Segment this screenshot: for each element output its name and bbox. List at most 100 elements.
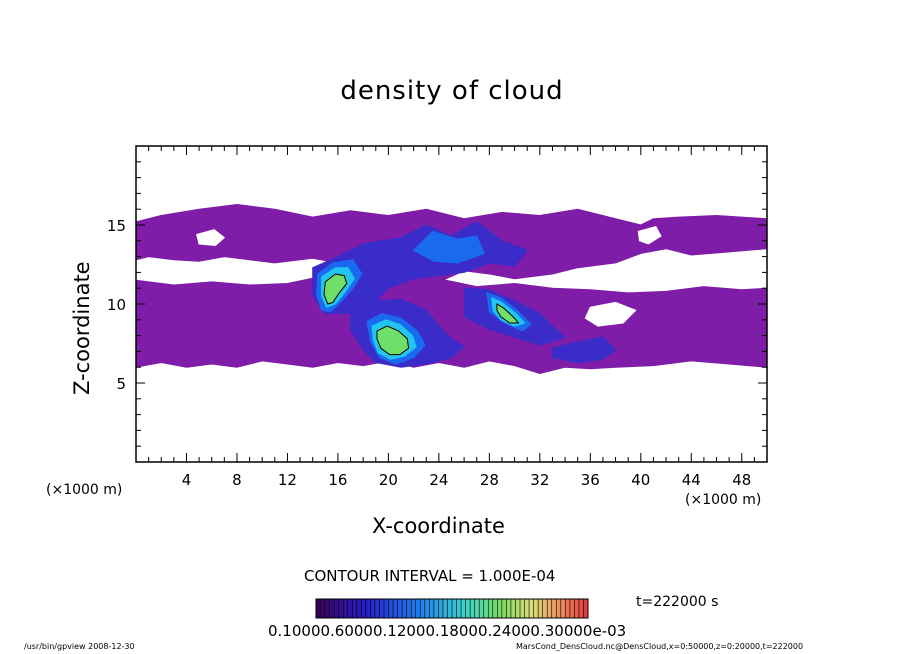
density-region-deep_blue <box>552 336 617 364</box>
colorbar-swatch <box>402 599 408 618</box>
colorbar-swatch <box>406 599 412 618</box>
x-tick-label: 12 <box>278 471 297 489</box>
colorbar-swatch <box>510 599 516 618</box>
colorbar-swatch <box>551 599 557 618</box>
colorbar-swatch <box>370 599 376 618</box>
y-axis-label: Z-coordinate <box>70 261 94 395</box>
x-tick-label: 24 <box>429 471 448 489</box>
colorbar-swatch <box>506 599 512 618</box>
x-tick-label: 48 <box>732 471 751 489</box>
x-tick-label: 28 <box>480 471 499 489</box>
colorbar-swatch <box>497 599 503 618</box>
colorbar-swatch <box>379 599 385 618</box>
colorbar-frame <box>315 598 589 619</box>
colorbar-swatch <box>583 599 589 618</box>
colorbar-swatch <box>397 599 403 618</box>
colorbar-swatch <box>565 599 571 618</box>
footer-data-source: MarsCond_DensCloud.nc@DensCloud,x=0:5000… <box>516 642 804 651</box>
footer-program-date: /usr/bin/gpview 2008-12-30 <box>24 642 135 651</box>
colorbar-swatch <box>334 599 340 618</box>
colorbar-swatch <box>547 599 553 618</box>
contour-line <box>323 273 348 305</box>
y-axis-ticks: 5 10 15 <box>107 161 767 447</box>
colorbar-swatch <box>470 599 476 618</box>
x-tick-label: 44 <box>682 471 701 489</box>
colorbar <box>315 598 589 619</box>
colorbar-swatch <box>524 599 530 618</box>
colorbar-tick-labels: 0.10000.60000.12000.18000.24000.30000e-0… <box>268 622 627 640</box>
colorbar-swatch <box>456 599 462 618</box>
colorbar-swatch <box>316 599 322 618</box>
colorbar-swatch <box>325 599 331 618</box>
colorbar-swatch <box>433 599 439 618</box>
colorbar-swatch <box>533 599 539 618</box>
cloud-gap <box>637 226 662 245</box>
colorbar-swatch <box>479 599 485 618</box>
x-unit-label-left: (×1000 m) <box>46 482 123 498</box>
colorbar-swatch <box>365 599 371 618</box>
colorbar-swatch <box>374 599 380 618</box>
colorbar-swatch <box>574 599 580 618</box>
y-tick-label: 15 <box>107 217 126 235</box>
x-tick-label: 20 <box>379 471 398 489</box>
chart-title: density of cloud <box>340 76 564 106</box>
colorbar-swatch <box>415 599 421 618</box>
colorbar-swatch <box>560 599 566 618</box>
colorbar-swatch <box>461 599 467 618</box>
cloud-gap <box>584 301 637 327</box>
colorbar-swatch <box>338 599 344 618</box>
colorbar-swatch <box>393 599 399 618</box>
colorbar-swatch <box>492 599 498 618</box>
colorbar-swatch <box>438 599 444 618</box>
colorbar-swatch <box>578 599 584 618</box>
colorbar-swatch <box>538 599 544 618</box>
cloud-density-field <box>135 203 768 375</box>
colorbar-swatch <box>501 599 507 618</box>
colorbar-swatch <box>483 599 489 618</box>
x-tick-label: 40 <box>631 471 650 489</box>
colorbar-swatch <box>488 599 494 618</box>
colorbar-swatch <box>320 599 326 618</box>
colorbar-swatch <box>452 599 458 618</box>
colorbar-swatch <box>465 599 471 618</box>
x-axis-label: X-coordinate <box>372 514 505 538</box>
colorbar-swatch <box>347 599 353 618</box>
contour-interval-label: CONTOUR INTERVAL = 1.000E-04 <box>304 567 556 585</box>
y-tick-label: 10 <box>107 296 126 314</box>
colorbar-swatch <box>388 599 394 618</box>
colorbar-swatch <box>384 599 390 618</box>
y-tick-label: 5 <box>116 375 126 393</box>
time-label: t=222000 s <box>636 594 719 610</box>
cloud-gap <box>195 229 226 247</box>
colorbar-swatch <box>361 599 367 618</box>
x-tick-label: 36 <box>581 471 600 489</box>
colorbar-swatch <box>474 599 480 618</box>
x-tick-label: 32 <box>530 471 549 489</box>
colorbar-swatch <box>447 599 453 618</box>
colorbar-swatch <box>343 599 349 618</box>
colorbar-swatch <box>411 599 417 618</box>
colorbar-swatch <box>556 599 562 618</box>
contour-lines <box>323 273 520 356</box>
density-region-purple <box>135 275 768 375</box>
x-tick-label: 16 <box>328 471 347 489</box>
colorbar-swatch <box>529 599 535 618</box>
colorbar-swatch <box>569 599 575 618</box>
contour-line <box>496 303 520 324</box>
x-axis-ticks: 4 8 12 16 20 24 28 32 36 40 44 48 <box>148 146 755 489</box>
x-tick-label: 4 <box>182 471 192 489</box>
contour-line <box>376 325 410 356</box>
colorbar-swatch <box>356 599 362 618</box>
colorbar-swatch <box>520 599 526 618</box>
density-region-blue <box>412 230 485 264</box>
colorbar-swatch <box>429 599 435 618</box>
x-tick-label: 8 <box>232 471 242 489</box>
colorbar-swatch <box>542 599 548 618</box>
cloud-gaps <box>195 226 662 327</box>
colorbar-swatch <box>515 599 521 618</box>
colorbar-swatch <box>352 599 358 618</box>
colorbar-swatch <box>442 599 448 618</box>
colorbar-swatch <box>420 599 426 618</box>
colorbar-swatch <box>424 599 430 618</box>
